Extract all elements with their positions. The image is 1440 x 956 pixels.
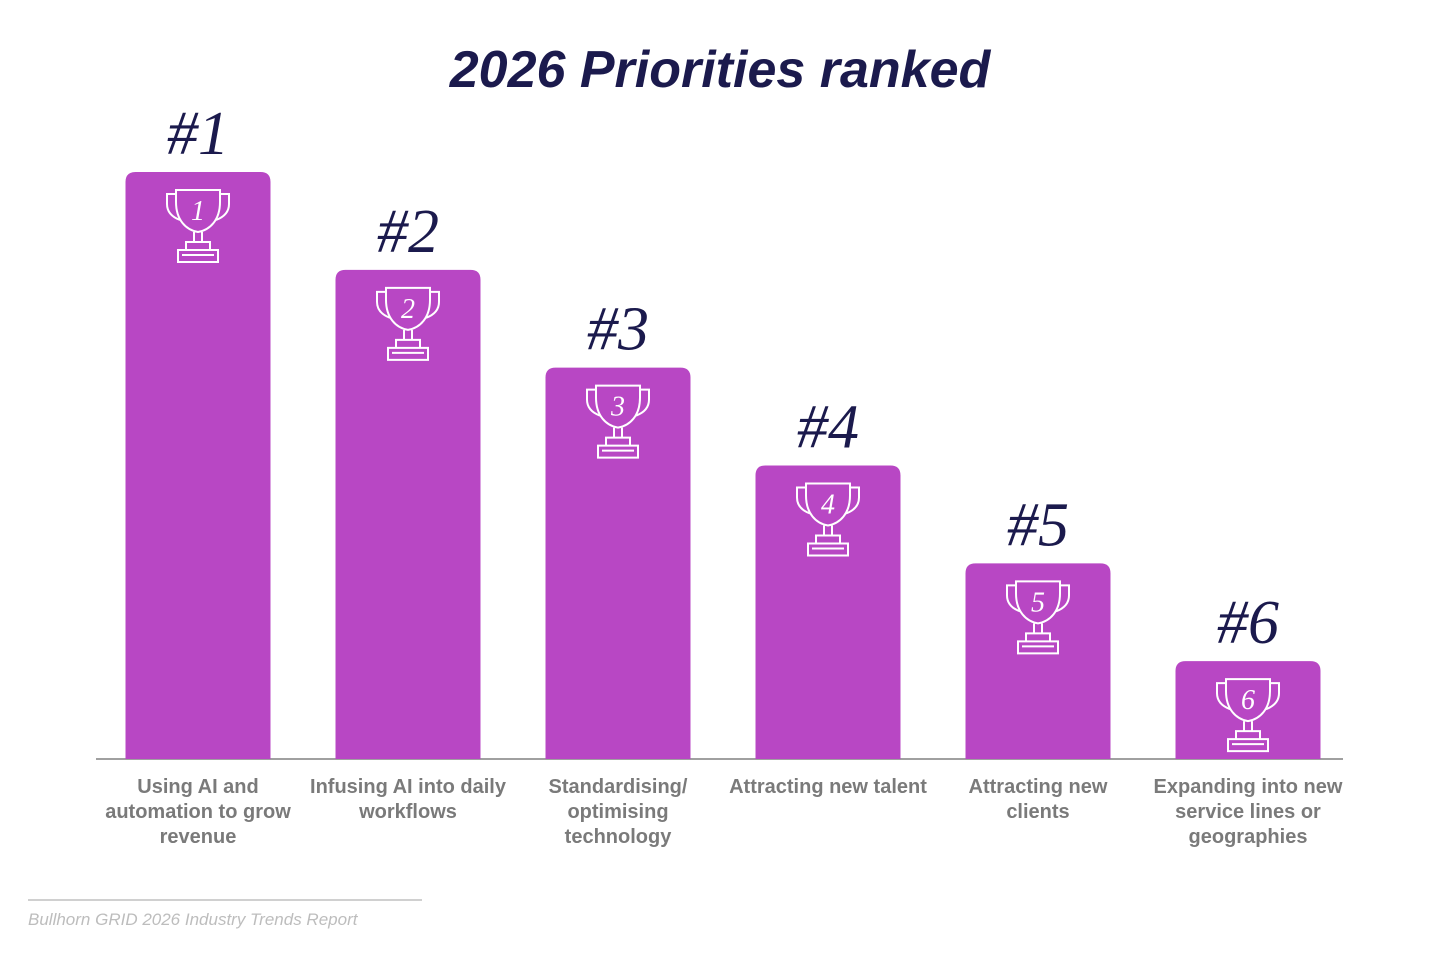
trophy-stem <box>1017 623 1059 655</box>
bar <box>335 269 481 759</box>
trophy-handle <box>376 290 440 319</box>
trophy-stem <box>1227 721 1269 753</box>
trophy-handle <box>796 486 860 515</box>
category-label: Attracting new clients <box>968 776 1108 823</box>
chart-title: 2026 Priorities ranked <box>449 41 991 99</box>
trophy-icon: 3 <box>586 384 650 459</box>
category-label: Standardising/ optimising technology <box>548 776 688 848</box>
trophy-icon: 2 <box>376 286 440 361</box>
trophy-cup <box>805 482 851 527</box>
bar <box>965 563 1111 759</box>
rank-label: #2 <box>377 198 439 266</box>
trophy-icon: 6 <box>1216 678 1280 753</box>
rank-label: #4 <box>797 394 859 462</box>
trophy-number: 3 <box>610 392 625 423</box>
trophy-stem <box>177 232 219 263</box>
trophy-cup <box>595 384 641 429</box>
category-label: Infusing AI into daily workflows <box>310 776 506 823</box>
trophy-icon: 4 <box>796 482 860 557</box>
trophy-handle <box>1216 682 1280 711</box>
bar <box>755 465 901 759</box>
trophy-cup <box>1015 580 1061 625</box>
trophy-cup <box>1225 678 1271 723</box>
trophy-number: 4 <box>821 490 835 521</box>
category-label: Using AI and automation to grow revenue <box>105 776 291 848</box>
trophy-number: 1 <box>191 196 205 227</box>
trophy-number: 5 <box>1031 587 1045 618</box>
rank-label: #3 <box>587 296 649 364</box>
rank-label: #1 <box>167 100 229 168</box>
trophy-handle <box>166 193 230 221</box>
bar <box>1175 661 1321 759</box>
trophy-icon: 1 <box>166 189 230 263</box>
trophy-stem <box>807 525 849 557</box>
trophy-handle <box>586 388 650 417</box>
category-label: Attracting new talent <box>729 776 927 798</box>
trophy-icon: 5 <box>1006 580 1070 655</box>
rank-label: #5 <box>1007 491 1069 559</box>
bar <box>545 367 691 759</box>
trophy-number: 2 <box>401 294 415 325</box>
trophy-cup <box>385 286 431 331</box>
bar <box>125 172 271 759</box>
trophy-stem <box>597 427 639 459</box>
trophy-stem <box>387 329 429 361</box>
source-note: Bullhorn GRID 2026 Industry Trends Repor… <box>28 910 358 929</box>
category-label: Expanding into new service lines or geog… <box>1153 776 1343 848</box>
trophy-cup <box>175 189 221 234</box>
trophy-number: 6 <box>1241 685 1255 716</box>
trophy-handle <box>1006 584 1070 613</box>
rank-label: #6 <box>1217 589 1279 657</box>
